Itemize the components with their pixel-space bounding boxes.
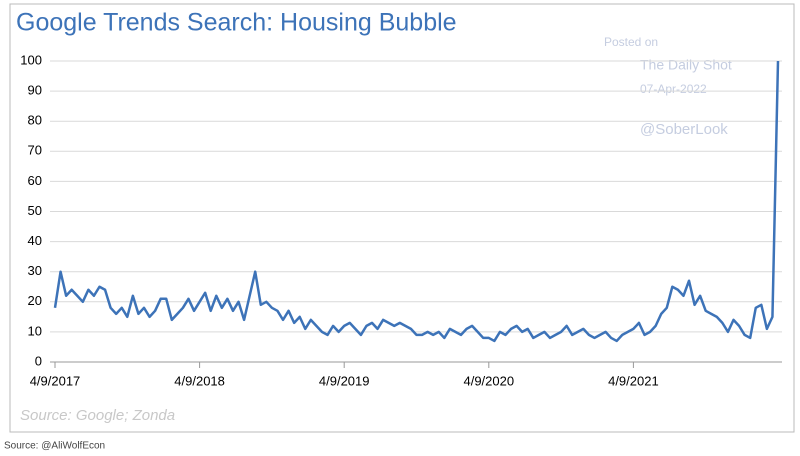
annotation: Posted on [604, 35, 658, 49]
y-tick-label: 50 [28, 203, 42, 218]
annotation: 07-Apr-2022 [640, 82, 707, 96]
x-tick-label: 4/9/2020 [463, 373, 514, 388]
frame [9, 3, 795, 433]
y-tick-label: 40 [28, 233, 42, 248]
y-tick-label: 90 [28, 83, 42, 98]
y-tick-label: 80 [28, 113, 42, 128]
y-tick-label: 20 [28, 293, 42, 308]
y-tick-label: 60 [28, 173, 42, 188]
annotation: The Daily Shot [640, 57, 732, 73]
footer: Source: @AliWolfEcon [4, 441, 105, 452]
chart-title: Google Trends Search: Housing Bubble [16, 9, 457, 37]
data-line [53, 60, 780, 343]
x-tick-label: 4/9/2017 [30, 373, 81, 388]
x-tick-label: 4/9/2018 [174, 373, 225, 388]
source: Source: Google; Zonda [20, 407, 175, 424]
y-tick-label: 70 [28, 143, 42, 158]
y-tick-label: 100 [20, 52, 42, 67]
y-tick-label: 10 [28, 323, 42, 338]
y-tick-label: 0 [35, 353, 42, 368]
x-tick-label: 4/9/2021 [608, 373, 659, 388]
annotation: @SoberLook [640, 121, 728, 138]
y-tick-label: 30 [28, 263, 42, 278]
x-tick-label: 4/9/2019 [319, 373, 370, 388]
